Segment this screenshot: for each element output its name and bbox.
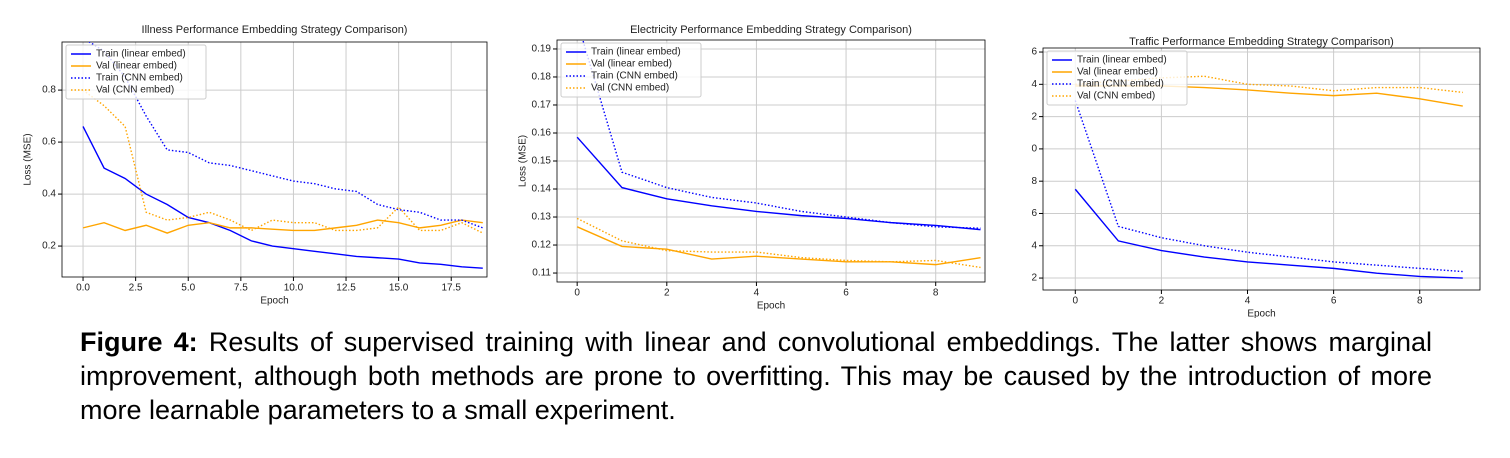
x-tick-label: 0 bbox=[574, 288, 580, 299]
y-tick-label: 0.4 bbox=[42, 189, 56, 200]
plot-frame bbox=[61, 41, 488, 278]
caption: Figure 4: Results of supervised training… bbox=[80, 325, 1432, 427]
series-line bbox=[82, 89, 484, 234]
legend-label: Train (linear embed) bbox=[1077, 55, 1167, 66]
legend-label: Train (CNN embed) bbox=[96, 73, 183, 84]
y-tick-label: 2 bbox=[1031, 273, 1037, 284]
x-tick-label: 6 bbox=[1331, 296, 1337, 307]
legend-box bbox=[560, 42, 702, 98]
y-tick-label: 0.15 bbox=[532, 156, 552, 167]
legend-label: Train (CNN embed) bbox=[591, 71, 678, 82]
y-tick-label: 2 bbox=[1031, 111, 1037, 122]
y-tick-label: 4 bbox=[1031, 240, 1037, 251]
y-tick-label: 0.6 bbox=[42, 137, 56, 148]
y-tick-label: 0.12 bbox=[532, 240, 552, 251]
legend-label: Val (CNN embed) bbox=[591, 83, 669, 94]
y-tick-label: 0.19 bbox=[532, 44, 552, 55]
y-tick-label: 4 bbox=[1031, 79, 1037, 90]
x-tick-label: 17.5 bbox=[441, 283, 461, 294]
series-line bbox=[582, 40, 981, 229]
chart-title: Illness Performance Embedding Strategy C… bbox=[142, 24, 408, 36]
series-line bbox=[576, 136, 981, 231]
y-tick-label: 6 bbox=[1031, 208, 1037, 219]
y-tick-label: 0.11 bbox=[532, 268, 551, 279]
caption-text: Results of supervised training with line… bbox=[80, 327, 1432, 425]
x-tick-label: 4 bbox=[1245, 296, 1251, 307]
legend-label: Val (linear embed) bbox=[1077, 67, 1158, 78]
x-tick-label: 15.0 bbox=[389, 283, 409, 294]
series-line bbox=[576, 217, 981, 269]
legend-label: Train (linear embed) bbox=[96, 49, 186, 60]
x-axis-label: Epoch bbox=[260, 296, 288, 307]
series-line bbox=[82, 126, 483, 269]
x-tick-label: 4 bbox=[754, 288, 760, 299]
x-tick-label: 7.5 bbox=[234, 283, 248, 294]
x-tick-label: 2 bbox=[664, 288, 670, 299]
series-line bbox=[576, 226, 981, 266]
x-tick-label: 8 bbox=[1417, 296, 1423, 307]
x-tick-label: 0.0 bbox=[76, 283, 90, 294]
y-tick-label: 0 bbox=[1031, 144, 1037, 155]
y-axis-label: Loss (MSE) bbox=[518, 135, 529, 187]
x-tick-label: 8 bbox=[933, 288, 939, 299]
legend-label: Train (linear embed) bbox=[591, 47, 681, 58]
legend-label: Val (linear embed) bbox=[96, 61, 177, 72]
y-tick-label: 8 bbox=[1031, 176, 1037, 187]
x-axis-label: Epoch bbox=[1247, 309, 1275, 318]
legend-label: Val (CNN embed) bbox=[1077, 91, 1155, 102]
y-axis-label: Loss (MSE) bbox=[23, 133, 34, 185]
x-tick-label: 5.0 bbox=[181, 283, 195, 294]
chart-title: Electricity Performance Embedding Strate… bbox=[630, 24, 912, 36]
x-tick-label: 6 bbox=[843, 288, 849, 299]
y-tick-label: 0.8 bbox=[42, 85, 56, 96]
y-tick-label: 0.13 bbox=[532, 212, 552, 223]
legend-box bbox=[1046, 50, 1188, 106]
series-line bbox=[1074, 188, 1463, 279]
y-tick-label: 0.18 bbox=[532, 72, 552, 83]
y-tick-label: 0.17 bbox=[532, 100, 552, 111]
caption-label: Figure 4: bbox=[80, 327, 198, 357]
chart-title: Traffic Performance Embedding Strategy C… bbox=[1129, 36, 1394, 48]
plot-frame bbox=[556, 39, 986, 283]
x-axis-label: Epoch bbox=[757, 301, 785, 312]
x-tick-label: 2 bbox=[1159, 296, 1165, 307]
series-line bbox=[82, 219, 483, 234]
plot-frame bbox=[1042, 47, 1481, 291]
x-tick-label: 12.5 bbox=[336, 283, 356, 294]
legend-label: Val (CNN embed) bbox=[96, 85, 174, 96]
series-line bbox=[1074, 100, 1463, 273]
figure: Illness Performance Embedding Strategy C… bbox=[23, 24, 1481, 318]
y-tick-label: 0.2 bbox=[42, 241, 56, 252]
legend-label: Val (linear embed) bbox=[591, 59, 672, 70]
legend-label: Train (CNN embed) bbox=[1077, 79, 1164, 90]
x-tick-label: 10.0 bbox=[284, 283, 304, 294]
legend-box bbox=[65, 44, 207, 100]
x-tick-label: 2.5 bbox=[129, 283, 143, 294]
y-tick-label: 6 bbox=[1031, 47, 1037, 58]
y-tick-label: 0.14 bbox=[532, 184, 552, 195]
x-tick-label: 0 bbox=[1073, 296, 1079, 307]
y-tick-label: 0.16 bbox=[532, 128, 552, 139]
series-line bbox=[88, 42, 484, 229]
